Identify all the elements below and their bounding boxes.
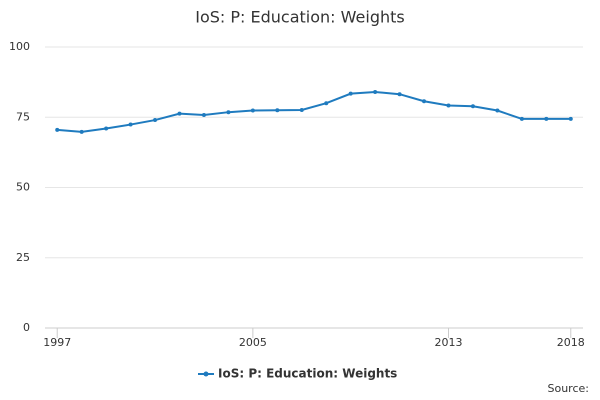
data-point (519, 116, 524, 121)
data-point (422, 99, 427, 104)
legend-marker (203, 371, 209, 377)
x-tick-label: 2018 (557, 336, 585, 349)
data-point (226, 110, 231, 115)
source: Source: (548, 382, 590, 395)
data-point (324, 101, 329, 106)
data-point (201, 113, 206, 118)
data-point (104, 126, 109, 131)
data-point (250, 108, 255, 113)
y-tick-label: 0 (23, 321, 30, 334)
legend-label: IoS: P: Education: Weights (218, 367, 397, 381)
x-tick-label: 1997 (43, 336, 71, 349)
data-point (495, 108, 500, 113)
x-tick-label: 2005 (239, 336, 267, 349)
x-tick-label: 2013 (435, 336, 463, 349)
data-point (373, 89, 378, 94)
data-point (128, 122, 133, 127)
chart-title: IoS: P: Education: Weights (195, 8, 404, 27)
y-tick-label: 100 (9, 40, 30, 53)
y-tick-label: 50 (16, 181, 30, 194)
data-point (177, 111, 182, 116)
data-point (397, 92, 402, 97)
data-point (348, 91, 353, 96)
data-point (299, 107, 304, 112)
data-point (470, 104, 475, 109)
data-point (55, 127, 60, 132)
data-point (153, 118, 158, 123)
series-line (57, 90, 571, 133)
y-tick-label: 75 (16, 110, 30, 123)
data-point (544, 116, 549, 121)
data-point (79, 129, 84, 134)
data-point (275, 108, 280, 113)
y-tick-label: 25 (16, 251, 30, 264)
data-point (446, 103, 451, 108)
data-point (568, 116, 573, 121)
